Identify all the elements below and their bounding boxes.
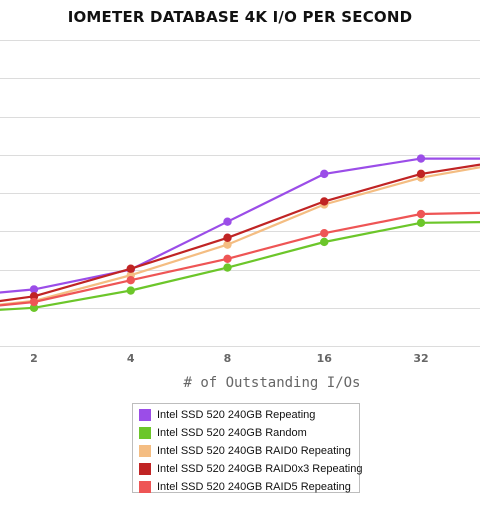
legend-item: Intel SSD 520 240GB RAID0x3 Repeating [139, 460, 363, 478]
series-line [0, 221, 480, 311]
data-point [223, 254, 232, 263]
legend-item: Intel SSD 520 240GB RAID0 Repeating [139, 442, 359, 460]
series-1 [0, 218, 480, 312]
data-point [29, 297, 39, 307]
grid [0, 40, 480, 347]
legend-item: Intel SSD 520 240GB Random [139, 424, 359, 442]
series-line [0, 166, 480, 306]
x-tick-label: 2 [30, 352, 38, 365]
data-point [416, 169, 426, 179]
series-line [0, 157, 480, 294]
series-4 [0, 209, 480, 307]
series-layer [0, 154, 480, 312]
x-tick-label: 32 [413, 352, 428, 365]
data-point [29, 285, 39, 294]
series-2 [0, 166, 480, 306]
data-point [126, 276, 135, 285]
chart-area: 2 4 8 16 32 # of Outstanding I/Os [0, 40, 480, 391]
data-point [223, 217, 232, 226]
data-point [416, 209, 426, 219]
data-point [320, 228, 329, 238]
x-axis-label: # of Outstanding I/Os [183, 375, 360, 391]
data-point [320, 237, 329, 247]
legend: Intel SSD 520 240GB Repeating Intel SSD 5… [132, 403, 363, 496]
legend-swatch [139, 481, 151, 493]
x-tick-label: 4 [127, 352, 135, 365]
data-point [29, 303, 39, 312]
series-line [0, 211, 480, 307]
legend-item: Intel SSD 520 240GB Repeating [139, 406, 359, 424]
data-point [223, 233, 232, 242]
data-point [126, 264, 135, 273]
legend-item: Intel SSD 520 240GB RAID5 Repeating [139, 478, 359, 496]
legend-label: Intel SSD 520 240GB RAID0x3 Repeating [157, 463, 363, 475]
x-tick-label: 16 [317, 352, 333, 365]
legend-label: Intel SSD 520 240GB Repeating [157, 409, 316, 421]
x-tick-label: 8 [224, 352, 232, 365]
x-axis-ticks: 2 4 8 16 32 [30, 352, 428, 365]
data-point [29, 292, 39, 301]
legend-swatch [139, 445, 151, 457]
chart-title: IOMETER DATABASE 4K I/O PER SECOND [67, 8, 413, 26]
legend-label: Intel SSD 520 240GB RAID0 Repeating [157, 445, 351, 457]
data-point [223, 240, 232, 249]
data-point [126, 286, 135, 295]
legend-swatch [139, 409, 151, 421]
legend-label: Intel SSD 520 240GB Random [157, 427, 307, 439]
data-point [416, 154, 426, 163]
data-point [223, 263, 232, 272]
legend-swatch [139, 427, 151, 439]
data-point [320, 169, 329, 179]
data-point [320, 197, 329, 206]
legend-swatch [139, 463, 151, 475]
data-point [416, 218, 426, 228]
series-3 [0, 163, 480, 303]
legend-label: Intel SSD 520 240GB RAID5 Repeating [157, 481, 351, 493]
